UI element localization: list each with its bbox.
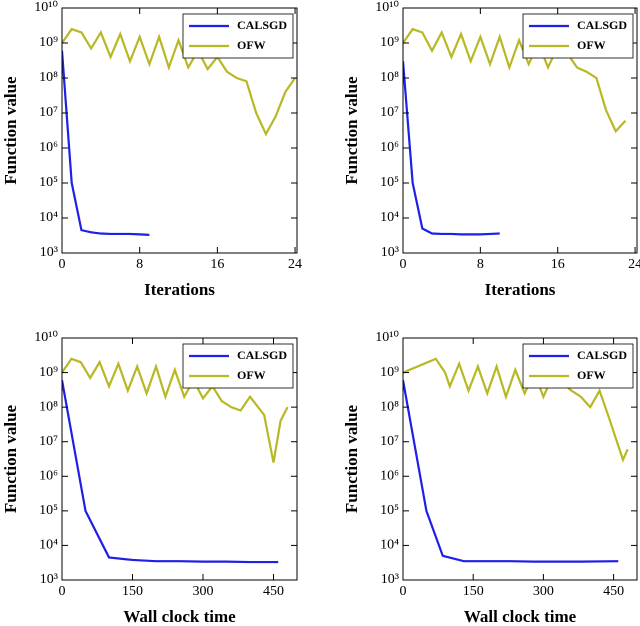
axes-frame	[61, 337, 298, 581]
legend-label: OFW	[237, 368, 266, 382]
y-tick-label: 10¹⁰	[34, 0, 58, 15]
subplot: 10³ 10⁴ 10⁵ 10⁶ 10⁷ 10⁸ 10⁹ 10¹⁰ 0 150 300 450 Wall …	[342, 330, 638, 626]
y-tick-label: 10⁶	[39, 140, 58, 155]
data-line	[62, 380, 279, 564]
x-tick-label: 8	[477, 257, 484, 272]
y-tick-label: 10⁴	[39, 538, 58, 553]
y-tick-label: 10⁴	[380, 210, 399, 225]
axes-frame	[61, 7, 298, 254]
y-tick-label: 10¹⁰	[34, 330, 58, 345]
x-tick-label: 0	[59, 257, 66, 272]
x-tick-label: 450	[603, 584, 624, 599]
y-tick-label: 10⁹	[39, 365, 58, 380]
legend-label: OFW	[577, 368, 606, 382]
y-tick-label: 10⁹	[380, 365, 399, 380]
x-axis-title: Iterations	[144, 280, 215, 299]
y-tick-label: 10⁶	[39, 469, 58, 484]
y-tick-label: 10⁹	[39, 35, 58, 50]
legend-label: OFW	[237, 38, 266, 52]
y-tick-label: 10³	[381, 245, 399, 260]
legend-box	[522, 13, 634, 59]
data-line	[62, 27, 296, 137]
x-axis-title: Wall clock time	[464, 607, 577, 626]
y-tick-label: 10¹⁰	[375, 330, 399, 345]
y-tick-label: 10⁷	[380, 434, 399, 449]
data-line	[403, 61, 500, 236]
y-tick-label: 10⁸	[39, 399, 58, 414]
y-axis-title: Function value	[1, 76, 20, 185]
y-tick-label: 10⁴	[380, 538, 399, 553]
data-line	[62, 50, 150, 236]
y-axis-title: Function value	[1, 404, 20, 513]
data-line	[403, 380, 619, 563]
data-line	[62, 357, 289, 463]
x-axis-title: Wall clock time	[123, 607, 236, 626]
y-tick-label: 10⁸	[39, 70, 58, 85]
legend-label: CALSGD	[237, 348, 287, 362]
legend-label: OFW	[577, 38, 606, 52]
data-line	[403, 357, 629, 463]
y-tick-label: 10⁸	[380, 399, 399, 414]
x-tick-label: 24	[628, 257, 640, 272]
x-tick-label: 300	[533, 584, 554, 599]
y-axis-title: Function value	[342, 404, 361, 513]
subplot: 10³ 10⁴ 10⁵ 10⁶ 10⁷ 10⁸ 10⁹ 10¹⁰ 0 8 16 24 Iteration…	[1, 0, 302, 299]
y-tick-label: 10⁷	[380, 105, 399, 120]
y-tick-label: 10⁴	[39, 210, 58, 225]
axes-frame	[402, 7, 638, 254]
y-tick-label: 10³	[40, 572, 58, 587]
y-axis-title: Function value	[342, 76, 361, 185]
x-tick-label: 16	[551, 257, 565, 272]
y-tick-label: 10⁹	[380, 35, 399, 50]
y-tick-label: 10⁵	[380, 503, 399, 518]
y-tick-label: 10⁸	[380, 70, 399, 85]
x-tick-label: 150	[122, 584, 143, 599]
legend-label: CALSGD	[577, 18, 627, 32]
y-tick-label: 10⁵	[380, 175, 399, 190]
y-tick-label: 10⁵	[39, 503, 58, 518]
legend-box	[522, 343, 634, 389]
subplot: 10³ 10⁴ 10⁵ 10⁶ 10⁷ 10⁸ 10⁹ 10¹⁰ 0 8 16 24 Iteration…	[342, 0, 640, 299]
data-line	[403, 27, 627, 134]
y-tick-label: 10⁶	[380, 140, 399, 155]
x-tick-label: 300	[193, 584, 214, 599]
y-tick-label: 10³	[381, 572, 399, 587]
legend-label: CALSGD	[237, 18, 287, 32]
legend-box	[182, 343, 294, 389]
y-tick-label: 10⁶	[380, 469, 399, 484]
x-axis-title: Iterations	[485, 280, 556, 299]
y-tick-label: 10¹⁰	[375, 0, 399, 15]
x-tick-label: 8	[136, 257, 143, 272]
legend-box	[182, 13, 294, 59]
axes-frame	[402, 337, 638, 581]
y-tick-label: 10⁷	[39, 434, 58, 449]
x-tick-label: 0	[400, 257, 407, 272]
y-tick-label: 10⁵	[39, 175, 58, 190]
subplot: 10³ 10⁴ 10⁵ 10⁶ 10⁷ 10⁸ 10⁹ 10¹⁰ 0 150 300 450 Wall …	[1, 330, 298, 626]
x-tick-label: 150	[463, 584, 484, 599]
x-tick-label: 450	[263, 584, 284, 599]
x-tick-label: 0	[400, 584, 407, 599]
x-tick-label: 24	[288, 257, 302, 272]
x-tick-label: 0	[59, 584, 66, 599]
y-tick-label: 10³	[40, 245, 58, 260]
y-tick-label: 10⁷	[39, 105, 58, 120]
x-tick-label: 16	[210, 257, 224, 272]
legend-label: CALSGD	[577, 348, 627, 362]
